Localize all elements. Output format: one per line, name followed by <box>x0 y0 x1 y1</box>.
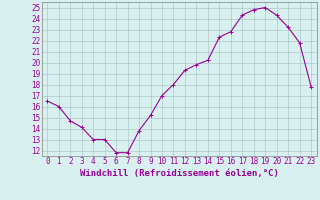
X-axis label: Windchill (Refroidissement éolien,°C): Windchill (Refroidissement éolien,°C) <box>80 169 279 178</box>
